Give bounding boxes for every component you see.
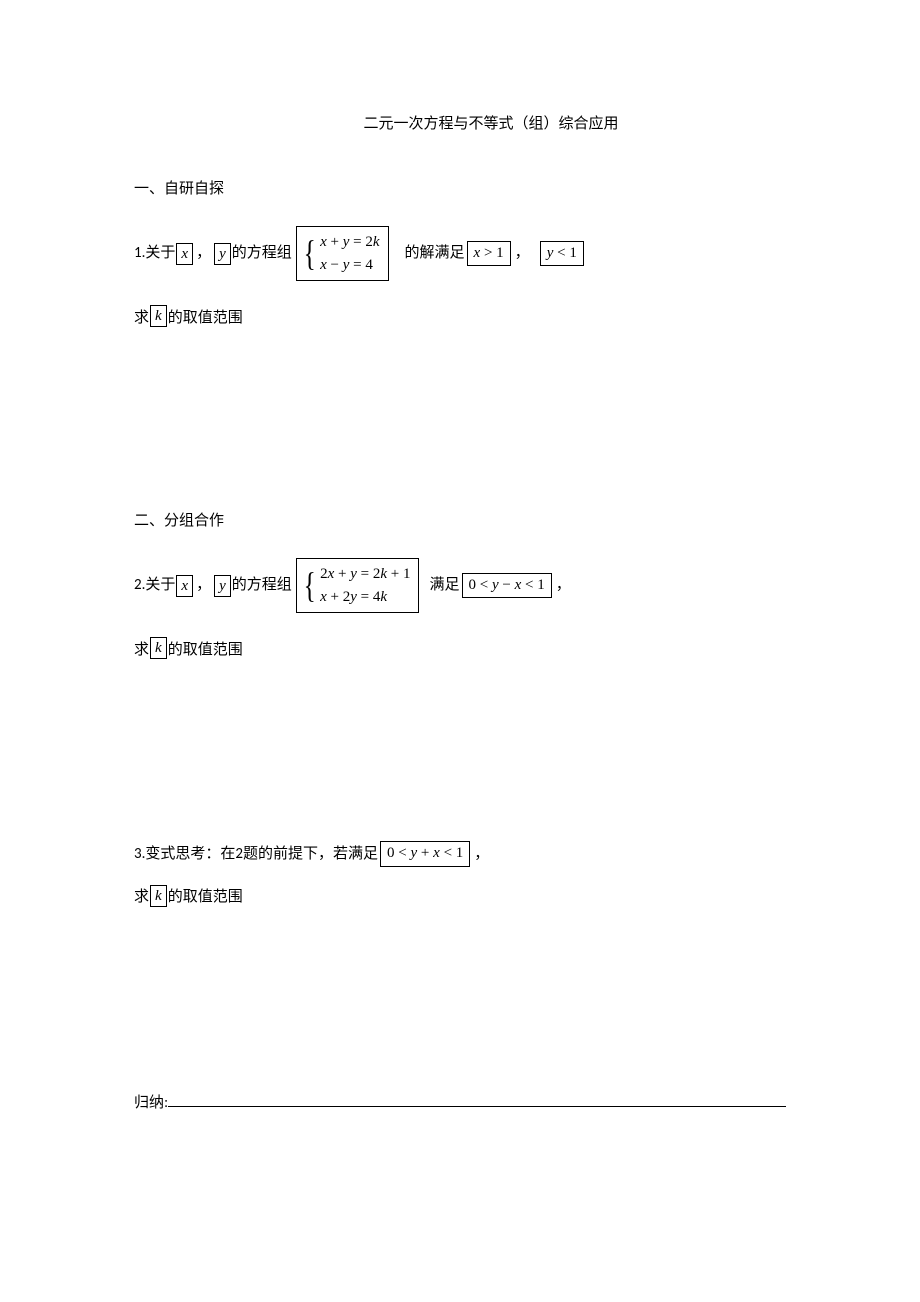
summary-underline xyxy=(168,1093,786,1107)
comma: ， xyxy=(474,843,489,866)
math-var: x xyxy=(320,589,327,605)
summary-line: 归纳: xyxy=(134,1091,786,1144)
text-segment: 求 xyxy=(134,885,149,906)
math-op: = 2 xyxy=(349,234,372,250)
variable-k-box: k xyxy=(150,885,167,907)
page-title: 二元一次方程与不等式（组）综合应用 xyxy=(134,112,786,133)
equation-2: x − y = 4 xyxy=(320,254,379,277)
problem-2-number: 2. xyxy=(134,574,145,597)
equation-1: x + y = 2k xyxy=(320,231,379,254)
math-op: + xyxy=(327,234,343,250)
math-var: k xyxy=(380,589,387,605)
text-segment: 的解满足 xyxy=(405,242,465,265)
text-segment: 关于 xyxy=(145,574,175,597)
problem-2-line: 2. 关于 x ， y 的方程组 { 2 x + y = 2k + 1 x + 2… xyxy=(134,558,786,613)
variable-k-box: k xyxy=(150,637,167,659)
comma: ， xyxy=(196,574,211,597)
problem-1-line: 1. 关于 x ， y 的方程组 { x + y = 2k x − y = 4 … xyxy=(134,226,786,281)
problem-2-ask: 求 k 的取值范围 xyxy=(134,637,786,659)
condition-box: y < 1 xyxy=(540,241,584,267)
math-num: 2 xyxy=(320,566,328,582)
equation-stack: x + y = 2k x − y = 4 xyxy=(320,231,379,276)
math-op: + xyxy=(417,845,433,861)
condition-box: 0 < y − x < 1 xyxy=(462,573,552,599)
left-brace-icon: { xyxy=(303,237,315,269)
math-var: y xyxy=(350,589,357,605)
workspace-gap xyxy=(134,919,786,1059)
math-op: + 2 xyxy=(327,589,350,605)
text-segment: 2 xyxy=(235,843,243,866)
math-var: y xyxy=(350,566,357,582)
text-segment: 的取值范围 xyxy=(168,306,243,327)
math-op: < 1 xyxy=(553,245,576,261)
problem-3-line: 3. 变式思考：在 2 题的前提下，若满足 0 < y + x < 1 ， xyxy=(134,841,786,867)
variable-x-box: x xyxy=(176,575,193,597)
math-op: > 1 xyxy=(480,245,503,261)
equation-2: x + 2y = 4k xyxy=(320,586,410,609)
variable-y-box: y xyxy=(214,575,231,597)
condition-box: x > 1 xyxy=(467,241,511,267)
equation-system-box: { 2 x + y = 2k + 1 x + 2y = 4k xyxy=(296,558,420,613)
math-op: = 2 xyxy=(357,566,380,582)
text-segment: 求 xyxy=(134,638,149,659)
summary-label: 归纳: xyxy=(134,1091,168,1112)
text-segment: 的方程组 xyxy=(232,242,292,265)
math-var: x xyxy=(320,234,327,250)
variable-y-box: y xyxy=(214,243,231,265)
math-op: − xyxy=(499,577,515,593)
math-op: + 1 xyxy=(387,566,410,582)
math-op: 0 < xyxy=(469,577,492,593)
math-op: = 4 xyxy=(357,589,380,605)
comma: ， xyxy=(515,242,530,265)
left-brace-icon: { xyxy=(303,569,315,601)
math-var: k xyxy=(380,566,387,582)
variable-k-box: k xyxy=(150,305,167,327)
math-op: 0 < xyxy=(387,845,410,861)
text-segment: 的方程组 xyxy=(232,574,292,597)
comma: ， xyxy=(556,574,571,597)
text-segment: 的取值范围 xyxy=(168,638,243,659)
math-var: x xyxy=(433,845,440,861)
comma: ， xyxy=(196,242,211,265)
text-segment: 满足 xyxy=(429,574,459,597)
document-page: 二元一次方程与不等式（组）综合应用 一、自研自探 1. 关于 x ， y 的方程… xyxy=(0,0,920,1144)
workspace-gap xyxy=(134,339,786,509)
text-segment: 求 xyxy=(134,306,149,327)
section-2-heading: 二、分组合作 xyxy=(134,509,786,530)
math-op: < 1 xyxy=(440,845,463,861)
equation-1: 2x + y = 2k + 1 xyxy=(320,563,410,586)
equation-system-box: { x + y = 2k x − y = 4 xyxy=(296,226,389,281)
workspace-gap xyxy=(134,671,786,841)
math-var: k xyxy=(373,234,380,250)
equation-stack: 2 x + y = 2k + 1 x + 2y = 4k xyxy=(320,563,410,608)
variable-x-box: x xyxy=(176,243,193,265)
math-op: = 4 xyxy=(349,257,372,273)
text-segment: 关于 xyxy=(145,242,175,265)
condition-box: 0 < y + x < 1 xyxy=(380,841,470,867)
section-1-heading: 一、自研自探 xyxy=(134,177,786,198)
math-op: − xyxy=(327,257,343,273)
math-var: x xyxy=(320,257,327,273)
text-segment: 变式思考：在 xyxy=(145,843,235,866)
problem-3-number: 3. xyxy=(134,843,145,866)
problem-3-ask: 求 k 的取值范围 xyxy=(134,885,786,907)
text-segment: 的取值范围 xyxy=(168,885,243,906)
math-op: + xyxy=(334,566,350,582)
problem-1-number: 1. xyxy=(134,242,145,265)
problem-1-ask: 求 k 的取值范围 xyxy=(134,305,786,327)
math-op: < 1 xyxy=(521,577,544,593)
text-segment: 题的前提下，若满足 xyxy=(243,843,378,866)
math-var: y xyxy=(492,577,499,593)
